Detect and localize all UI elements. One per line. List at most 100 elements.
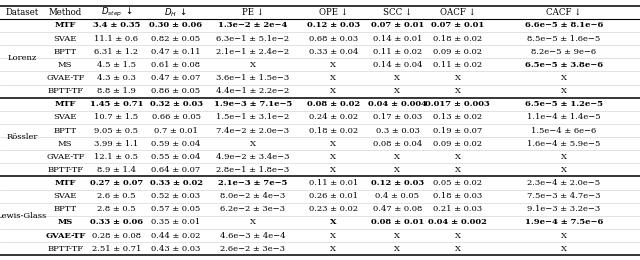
Text: 4.4e−1 ± 2.2e−2: 4.4e−1 ± 2.2e−2 [216,87,289,95]
Text: X: X [330,232,337,240]
Text: 8.2e−5 ± 9e−6: 8.2e−5 ± 9e−6 [531,48,596,56]
Text: X: X [394,232,401,240]
Text: 0.09 ± 0.02: 0.09 ± 0.02 [433,48,482,56]
Text: 6.3e−1 ± 5.1e−2: 6.3e−1 ± 5.1e−2 [216,35,289,43]
Text: X: X [454,245,461,253]
Text: 0.27 ± 0.07: 0.27 ± 0.07 [90,179,143,187]
Text: Dataset: Dataset [5,8,38,17]
Text: 10.7 ± 1.5: 10.7 ± 1.5 [95,113,138,121]
Text: 0.14 ± 0.04: 0.14 ± 0.04 [372,61,422,69]
Text: 2.8e−1 ± 1.8e−3: 2.8e−1 ± 1.8e−3 [216,166,289,174]
Text: X: X [454,232,461,240]
Text: 1.9e−4 ± 7.5e−6: 1.9e−4 ± 7.5e−6 [525,218,603,226]
Text: 0.07 ± 0.01: 0.07 ± 0.01 [431,21,484,29]
Text: $D_{H}$ $\downarrow$: $D_{H}$ $\downarrow$ [164,6,188,18]
Text: OACF ↓: OACF ↓ [440,8,476,17]
Text: 0.12 ± 0.03: 0.12 ± 0.03 [307,21,360,29]
Text: X: X [330,87,337,95]
Text: X: X [330,61,337,69]
Text: GVAE-TF: GVAE-TF [46,153,84,161]
Text: 0.55 ± 0.04: 0.55 ± 0.04 [151,153,201,161]
Text: 0.19 ± 0.07: 0.19 ± 0.07 [433,127,482,134]
Text: 0.13 ± 0.02: 0.13 ± 0.02 [433,113,482,121]
Text: GVAE-TF: GVAE-TF [45,232,85,240]
Text: 0.32 ± 0.03: 0.32 ± 0.03 [150,100,202,108]
Text: 9.1e−3 ± 3.2e−3: 9.1e−3 ± 3.2e−3 [527,205,600,213]
Text: SVAE: SVAE [54,192,77,200]
Text: 0.08 ± 0.04: 0.08 ± 0.04 [373,140,422,148]
Text: X: X [561,245,567,253]
Text: 0.47 ± 0.11: 0.47 ± 0.11 [151,48,201,56]
Text: X: X [330,153,337,161]
Text: 0.07 ± 0.01: 0.07 ± 0.01 [371,21,424,29]
Text: BPTT: BPTT [54,48,77,56]
Text: GVAE-TF: GVAE-TF [46,74,84,82]
Text: 0.18 ± 0.02: 0.18 ± 0.02 [433,35,482,43]
Text: Rössler: Rössler [6,133,38,141]
Text: CACF ↓: CACF ↓ [546,8,582,17]
Text: 1.3e−2 ± 2e−4: 1.3e−2 ± 2e−4 [218,21,287,29]
Text: 1.9e−3 ± 7.1e−5: 1.9e−3 ± 7.1e−5 [214,100,292,108]
Text: X: X [561,232,567,240]
Text: 0.33 ± 0.06: 0.33 ± 0.06 [90,218,143,226]
Text: 3.6e−1 ± 1.5e−3: 3.6e−1 ± 1.5e−3 [216,74,289,82]
Text: X: X [330,245,337,253]
Text: MTF: MTF [54,21,76,29]
Text: 0.33 ± 0.04: 0.33 ± 0.04 [308,48,358,56]
Text: 0.11 ± 0.02: 0.11 ± 0.02 [373,48,422,56]
Text: 1.1e−4 ± 1.4e−5: 1.1e−4 ± 1.4e−5 [527,113,601,121]
Text: 0.23 ± 0.02: 0.23 ± 0.02 [309,205,358,213]
Text: $D_{step}$ $\downarrow$: $D_{step}$ $\downarrow$ [100,6,132,19]
Text: X: X [561,87,567,95]
Text: MS: MS [58,140,72,148]
Text: X: X [394,166,401,174]
Text: 2.1e−1 ± 2.4e−2: 2.1e−1 ± 2.4e−2 [216,48,289,56]
Text: 2.3e−4 ± 2.0e−5: 2.3e−4 ± 2.0e−5 [527,179,600,187]
Text: 0.09 ± 0.02: 0.09 ± 0.02 [433,140,482,148]
Text: 0.08 ± 0.01: 0.08 ± 0.01 [371,218,424,226]
Text: MTF: MTF [54,179,76,187]
Text: X: X [250,140,256,148]
Text: 1.5e−1 ± 3.1e−2: 1.5e−1 ± 3.1e−2 [216,113,289,121]
Text: SVAE: SVAE [54,35,77,43]
Text: BPTT: BPTT [54,127,77,134]
Text: 11.1 ± 0.6: 11.1 ± 0.6 [95,35,138,43]
Text: PE ↓: PE ↓ [242,8,264,17]
Text: X: X [561,153,567,161]
Text: Lewis-Glass: Lewis-Glass [0,212,47,220]
Text: 8.0e−2 ± 4e−3: 8.0e−2 ± 4e−3 [220,192,285,200]
Text: 0.28 ± 0.08: 0.28 ± 0.08 [92,232,141,240]
Text: X: X [250,218,256,226]
Text: X: X [561,166,567,174]
Text: 0.7 ± 0.01: 0.7 ± 0.01 [154,127,198,134]
Text: 0.61 ± 0.08: 0.61 ± 0.08 [152,61,200,69]
Text: 0.30 ± 0.06: 0.30 ± 0.06 [149,21,203,29]
Text: 0.64 ± 0.07: 0.64 ± 0.07 [152,166,200,174]
Text: 6.2e−2 ± 3e−3: 6.2e−2 ± 3e−3 [220,205,285,213]
Text: 0.66 ± 0.05: 0.66 ± 0.05 [152,113,200,121]
Text: X: X [330,74,337,82]
Text: BPTT: BPTT [54,205,77,213]
Text: 1.6e−4 ± 5.9e−5: 1.6e−4 ± 5.9e−5 [527,140,600,148]
Text: X: X [394,245,401,253]
Text: 0.33 ± 0.02: 0.33 ± 0.02 [150,179,202,187]
Text: 8.5e−5 ± 1.6e−5: 8.5e−5 ± 1.6e−5 [527,35,600,43]
Text: 0.017 ± 0.003: 0.017 ± 0.003 [425,100,490,108]
Text: SVAE: SVAE [54,113,77,121]
Text: 0.12 ± 0.03: 0.12 ± 0.03 [371,179,424,187]
Text: 1.45 ± 0.71: 1.45 ± 0.71 [90,100,143,108]
Text: X: X [454,153,461,161]
Text: MTF: MTF [54,100,76,108]
Text: 0.57 ± 0.05: 0.57 ± 0.05 [152,205,200,213]
Text: X: X [394,87,401,95]
Text: 0.04 ± 0.002: 0.04 ± 0.002 [428,218,487,226]
Text: X: X [454,74,461,82]
Text: X: X [394,153,401,161]
Text: 2.1e−3 ± 7e−5: 2.1e−3 ± 7e−5 [218,179,287,187]
Text: 0.68 ± 0.03: 0.68 ± 0.03 [309,35,358,43]
Text: 2.51 ± 0.71: 2.51 ± 0.71 [92,245,141,253]
Text: 2.8 ± 0.5: 2.8 ± 0.5 [97,205,136,213]
Text: 7.4e−2 ± 2.0e−3: 7.4e−2 ± 2.0e−3 [216,127,289,134]
Text: 0.24 ± 0.02: 0.24 ± 0.02 [309,113,358,121]
Text: 4.9e−2 ± 3.4e−3: 4.9e−2 ± 3.4e−3 [216,153,289,161]
